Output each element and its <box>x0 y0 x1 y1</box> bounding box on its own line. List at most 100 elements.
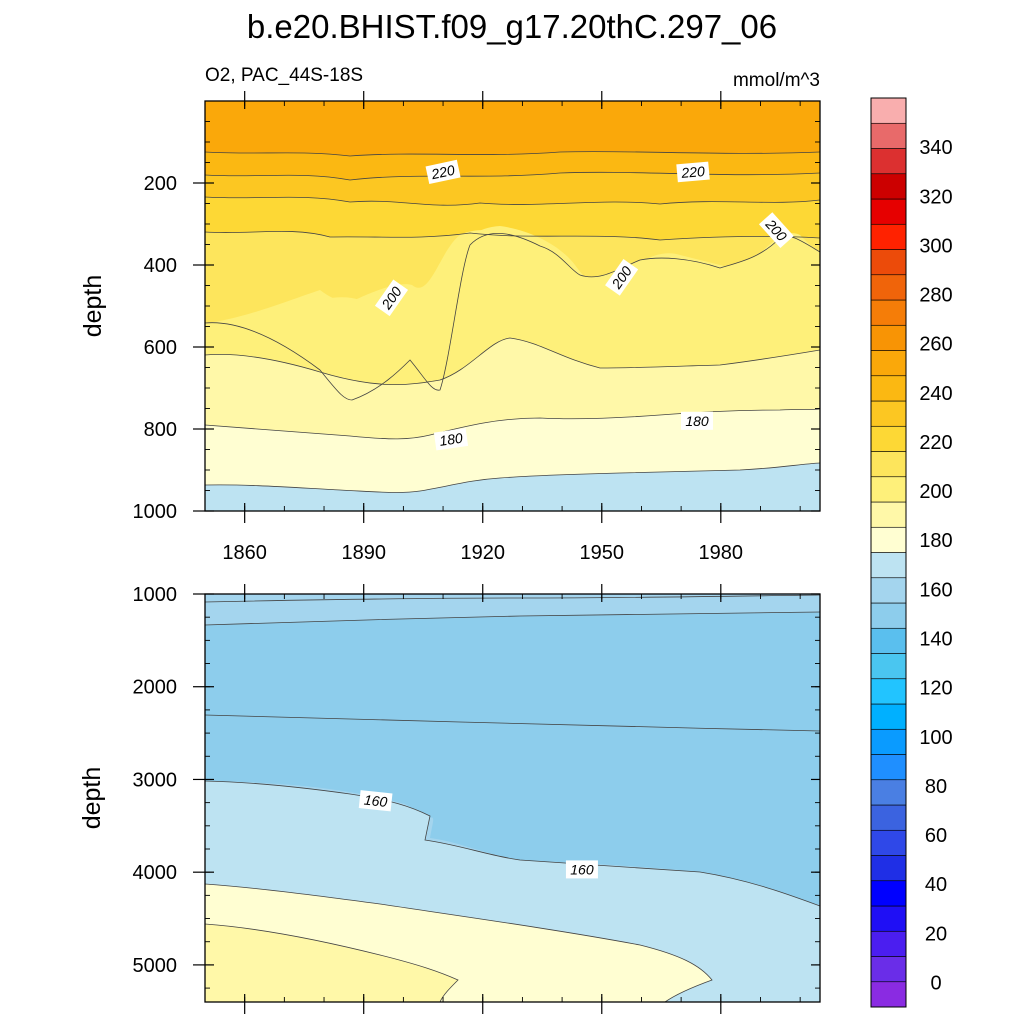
upper-ticks: 200 400 600 800 1000 <box>133 91 820 523</box>
colorbar-swatch <box>870 324 907 351</box>
colorbar-swatch <box>870 930 907 957</box>
contour-label-text: 160 <box>570 861 594 877</box>
colorbar-swatch <box>870 173 907 200</box>
lower-fill-150 <box>205 612 820 905</box>
contour-label: 180 <box>681 411 713 430</box>
colorbar-label: 280 <box>919 285 952 307</box>
upper-contour-195 <box>205 233 820 401</box>
y-tick-label: 4000 <box>133 862 178 884</box>
upper-contour-200 <box>205 230 820 241</box>
contour-label: 220 <box>425 159 461 185</box>
colorbar-swatch <box>870 451 907 478</box>
lower-y-axis-label: depth <box>78 767 106 830</box>
contour-label: 220 <box>676 161 710 183</box>
figure-title: b.e20.BHIST.f09_g17.20thC.297_06 <box>247 8 777 45</box>
y-tick-label: 2000 <box>133 677 178 699</box>
colorbar-swatch <box>870 249 907 276</box>
colorbar-swatch <box>870 728 907 755</box>
x-tick-label: 1920 <box>460 542 505 564</box>
colorbar-swatch <box>870 678 907 705</box>
contour-label-text: 220 <box>429 162 456 183</box>
lower-panel: 160 160 1000 2000 3000 4000 5000 <box>133 584 821 1014</box>
upper-contour-lines <box>205 151 820 493</box>
upper-fill-160 <box>205 463 820 511</box>
lower-frame <box>204 593 821 1003</box>
colorbar-label: 100 <box>919 727 952 749</box>
upper-fill-190b <box>205 226 820 400</box>
colorbar-swatch <box>870 804 907 831</box>
colorbar-swatch <box>870 400 907 427</box>
colorbar-swatch <box>870 627 907 654</box>
contour-label-text: 180 <box>438 430 464 449</box>
contour-label-text: 160 <box>363 792 388 810</box>
y-tick-label: 600 <box>144 337 177 359</box>
lower-contour-labels: 160 160 <box>358 790 598 879</box>
colorbar-label: 200 <box>919 481 952 503</box>
y-tick-label: 1000 <box>133 501 178 523</box>
colorbar-label: 60 <box>925 825 947 847</box>
y-tick-label: 800 <box>144 419 177 441</box>
colorbar: 0 20 40 60 80 100 120 140 160 180 200 220 240 260 280 3… <box>870 97 953 1008</box>
colorbar-swatch <box>870 653 907 680</box>
y-tick-label: 400 <box>144 255 177 277</box>
x-tick-label: 1980 <box>699 542 744 564</box>
colorbar-label: 120 <box>919 678 952 700</box>
colorbar-label: 20 <box>925 923 947 945</box>
colorbar-label: 160 <box>919 579 952 601</box>
colorbar-swatch <box>870 425 907 452</box>
lower-contour-170 <box>205 883 713 1002</box>
colorbar-swatch <box>870 476 907 503</box>
lower-contour-150 <box>205 714 820 732</box>
colorbar-swatch <box>870 526 907 553</box>
colorbar-swatch <box>870 880 907 907</box>
colorbar-swatch <box>870 829 907 856</box>
colorbar-swatch <box>870 299 907 326</box>
colorbar-swatch <box>870 855 907 882</box>
colorbar-label: 220 <box>919 432 952 454</box>
colorbar-label: 0 <box>930 972 941 994</box>
colorbar-label: 320 <box>919 186 952 208</box>
colorbar-label: 340 <box>919 137 952 159</box>
y-tick-label: 3000 <box>133 769 178 791</box>
contour-label: 160 <box>358 790 393 812</box>
upper-contour-180 <box>205 408 820 440</box>
lower-contour-145 <box>205 611 820 626</box>
colorbar-swatch <box>870 97 907 124</box>
colorbar-label: 260 <box>919 334 952 356</box>
y-tick-label: 5000 <box>133 955 178 977</box>
colorbar-swatch <box>870 375 907 402</box>
colorbar-swatch <box>870 754 907 781</box>
upper-y-axis-label: depth <box>79 275 107 338</box>
upper-contour-190 <box>205 337 820 386</box>
contour-label-bg <box>374 279 409 317</box>
colorbar-swatch <box>870 501 907 528</box>
colorbar-swatch <box>870 223 907 250</box>
upper-contour-230 <box>205 151 820 157</box>
upper-contour-170 <box>205 462 820 493</box>
contour-label-bg <box>681 411 713 430</box>
colorbar-swatch <box>870 703 907 730</box>
colorbar-swatch <box>870 905 907 932</box>
contour-label: 160 <box>565 860 598 879</box>
colorbar-swatch <box>870 122 907 149</box>
units-label: mmol/m^3 <box>733 70 820 91</box>
upper-contour-210 <box>205 196 820 206</box>
colorbar-label: 40 <box>925 874 947 896</box>
contour-label-bg <box>758 212 794 249</box>
contour-label-bg <box>433 428 469 451</box>
colorbar-swatch <box>870 350 907 377</box>
lower-contour-180 <box>205 923 459 1002</box>
colorbar-label: 300 <box>919 235 952 257</box>
colorbar-label: 80 <box>925 776 947 798</box>
colorbar-label: 140 <box>919 628 952 650</box>
colorbar-swatch <box>870 552 907 579</box>
colorbar-swatch <box>870 779 907 806</box>
contour-label: 200 <box>605 259 639 296</box>
colorbar-label: 180 <box>919 530 952 552</box>
lower-contour-160 <box>205 780 820 907</box>
contour-label-text: 180 <box>685 413 709 429</box>
colorbar-swatch <box>870 198 907 225</box>
x-tick-labels: 1860 1890 1920 1950 1980 <box>222 542 743 564</box>
